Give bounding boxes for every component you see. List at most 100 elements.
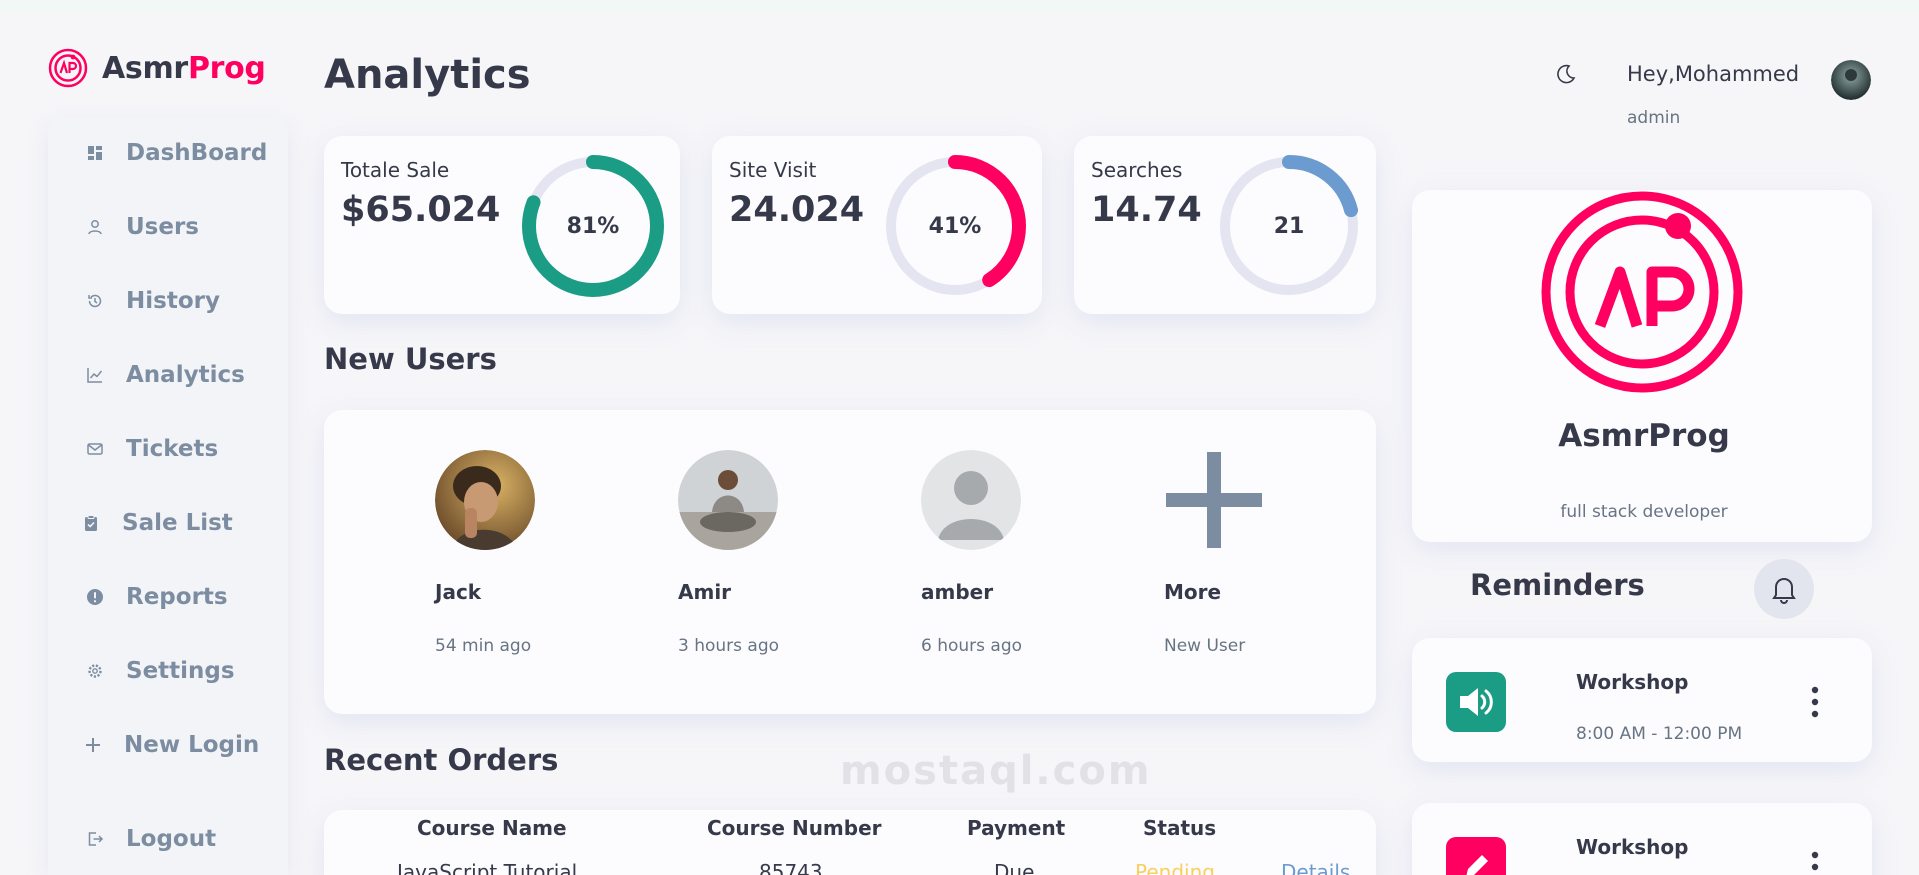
user-greeting: Hey,Mohammed [1627, 62, 1800, 86]
top-strip [0, 0, 1919, 12]
stat-label: Totale Sale [341, 158, 450, 182]
more-vertical-icon[interactable] [1809, 686, 1821, 718]
profile-logo-icon [1541, 191, 1743, 393]
mail-icon [87, 443, 103, 455]
more-users[interactable]: More New User [1164, 450, 1344, 656]
user-card[interactable]: Jack 54 min ago [435, 450, 615, 656]
user-icon [88, 220, 102, 235]
new-users-title: New Users [324, 342, 497, 376]
ring-label: 21 [1273, 213, 1305, 239]
profile-card: AsmrProg full stack developer [1412, 190, 1872, 542]
more-vertical-icon[interactable] [1809, 851, 1821, 875]
profile-name: AsmrProg [1558, 418, 1730, 454]
bell-icon [1772, 578, 1796, 604]
sidebar-item-label: Logout [126, 826, 217, 852]
history-icon [88, 294, 102, 308]
logout-icon [88, 832, 104, 846]
sidebar-item-tickets[interactable]: Tickets [86, 436, 218, 462]
sidebar-item-logout[interactable]: Logout [86, 826, 216, 852]
order-course-name: JavaScript Tutorial [397, 860, 578, 875]
column-header[interactable]: Course Name [417, 816, 567, 840]
user-name: More [1164, 580, 1222, 604]
reminder-title: Workshop [1576, 835, 1689, 859]
profile-role: full stack developer [1560, 502, 1728, 522]
stat-label: Searches [1091, 158, 1183, 182]
moon-icon[interactable] [1555, 63, 1577, 85]
page-title: Analytics [324, 52, 531, 98]
gear-icon [88, 664, 102, 678]
stat-card-searches[interactable]: Searches 14.74 21 [1074, 136, 1376, 314]
sidebar-item-reports[interactable]: Reports [86, 584, 228, 610]
user-time: New User [1164, 636, 1246, 656]
stat-value: 14.74 [1091, 190, 1202, 230]
reminder-card[interactable]: Workshop 8:00 AM - 12:00 PM [1412, 638, 1872, 762]
sidebar-item-label: Sale List [122, 510, 233, 536]
sidebar-item-label: Users [126, 214, 199, 240]
user-avatar [678, 450, 778, 550]
profile-avatar[interactable] [1831, 60, 1871, 100]
sidebar-item-label: Analytics [126, 362, 245, 388]
sidebar-item-label: Tickets [126, 436, 219, 462]
column-header[interactable]: Status [1143, 816, 1217, 840]
sidebar-item-label: DashBoard [126, 140, 268, 166]
user-name: Jack [435, 580, 482, 604]
notifications-button[interactable] [1754, 559, 1814, 619]
sidebar-item-label: New Login [124, 732, 260, 758]
recent-orders-title: Recent Orders [324, 743, 559, 777]
chart-icon [87, 368, 103, 383]
user-time: 3 hours ago [678, 636, 780, 656]
brand-logo-icon [48, 48, 88, 88]
order-status: Pending [1135, 860, 1215, 875]
progress-ring: 81% [521, 154, 665, 298]
edit-icon [1446, 837, 1506, 875]
dashboard-icon [88, 146, 102, 160]
sidebar: DashBoard Users History Analytics Ticket… [48, 118, 288, 875]
reminder-card[interactable]: Workshop [1412, 803, 1872, 875]
sidebar-item-sale-list[interactable]: Sale List [82, 510, 233, 536]
user-name: Amir [678, 580, 732, 604]
user-card[interactable]: amber 6 hours ago [921, 450, 1101, 656]
new-users-card: Jack 54 min ago Amir 3 hours ago amber 6… [324, 410, 1376, 714]
sidebar-item-users[interactable]: Users [86, 214, 199, 240]
progress-ring: 41% [883, 154, 1027, 298]
plus-icon [1166, 452, 1262, 548]
sidebar-item-analytics[interactable]: Analytics [86, 362, 245, 388]
clipboard-icon [85, 515, 97, 531]
order-payment: Due [994, 860, 1035, 875]
reminder-time: 8:00 AM - 12:00 PM [1576, 724, 1743, 744]
column-header[interactable]: Payment [967, 816, 1066, 840]
order-course-number: 85743 [759, 860, 823, 875]
ring-label: 81% [566, 213, 620, 239]
reminder-title: Workshop [1576, 670, 1689, 694]
default-avatar-icon [921, 450, 1021, 550]
stat-card-visits[interactable]: Site Visit 24.024 41% [712, 136, 1042, 314]
user-time: 54 min ago [435, 636, 532, 656]
stat-label: Site Visit [729, 158, 817, 182]
orders-table [324, 810, 1376, 875]
sidebar-item-settings[interactable]: Settings [86, 658, 235, 684]
progress-ring: 21 [1217, 154, 1361, 298]
volume-icon [1446, 672, 1506, 732]
alert-icon [87, 589, 103, 605]
user-role: admin [1627, 108, 1681, 128]
sidebar-item-dashboard[interactable]: DashBoard [86, 140, 267, 166]
brand[interactable]: AsmrProg [48, 48, 266, 88]
sidebar-item-label: Settings [126, 658, 235, 684]
reminders-title: Reminders [1470, 568, 1645, 602]
brand-name: AsmrProg [102, 50, 266, 86]
column-header[interactable]: Course Number [707, 816, 882, 840]
sidebar-item-label: History [126, 288, 220, 314]
stat-value: 24.024 [729, 190, 865, 230]
sidebar-item-new-login[interactable]: New Login [84, 732, 259, 758]
sidebar-item-history[interactable]: History [86, 288, 220, 314]
sidebar-item-label: Reports [126, 584, 228, 610]
ring-label: 41% [928, 213, 982, 239]
user-card[interactable]: Amir 3 hours ago [678, 450, 858, 656]
order-details-link[interactable]: Details [1281, 860, 1351, 875]
user-name: amber [921, 580, 994, 604]
stat-card-sales[interactable]: Totale Sale $65.024 81% [324, 136, 680, 314]
plus-icon [86, 738, 100, 752]
user-avatar [435, 450, 535, 550]
user-time: 6 hours ago [921, 636, 1023, 656]
watermark: mostaql.com [840, 748, 1152, 794]
